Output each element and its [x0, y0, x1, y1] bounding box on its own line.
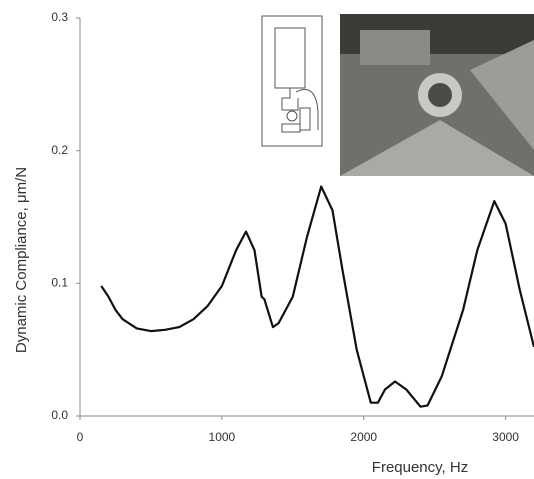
inset-photo [340, 14, 534, 176]
line-series [100, 185, 534, 408]
x-axis-title: Frequency, Hz [372, 459, 468, 476]
inset-schematic [261, 15, 323, 147]
y-tick-label: 0.0 [51, 408, 68, 422]
y-tick-label: 0.1 [51, 276, 68, 290]
x-tick-label: 2000 [350, 430, 377, 444]
x-tick-label: 1000 [209, 430, 236, 444]
y-tick-label: 0.2 [51, 143, 68, 157]
x-tick-label: 0 [77, 430, 84, 444]
y-axis-title: Dynamic Compliance, μm/N [13, 167, 30, 353]
y-tick-label: 0.3 [51, 10, 68, 24]
x-tick-label: 3000 [492, 430, 519, 444]
